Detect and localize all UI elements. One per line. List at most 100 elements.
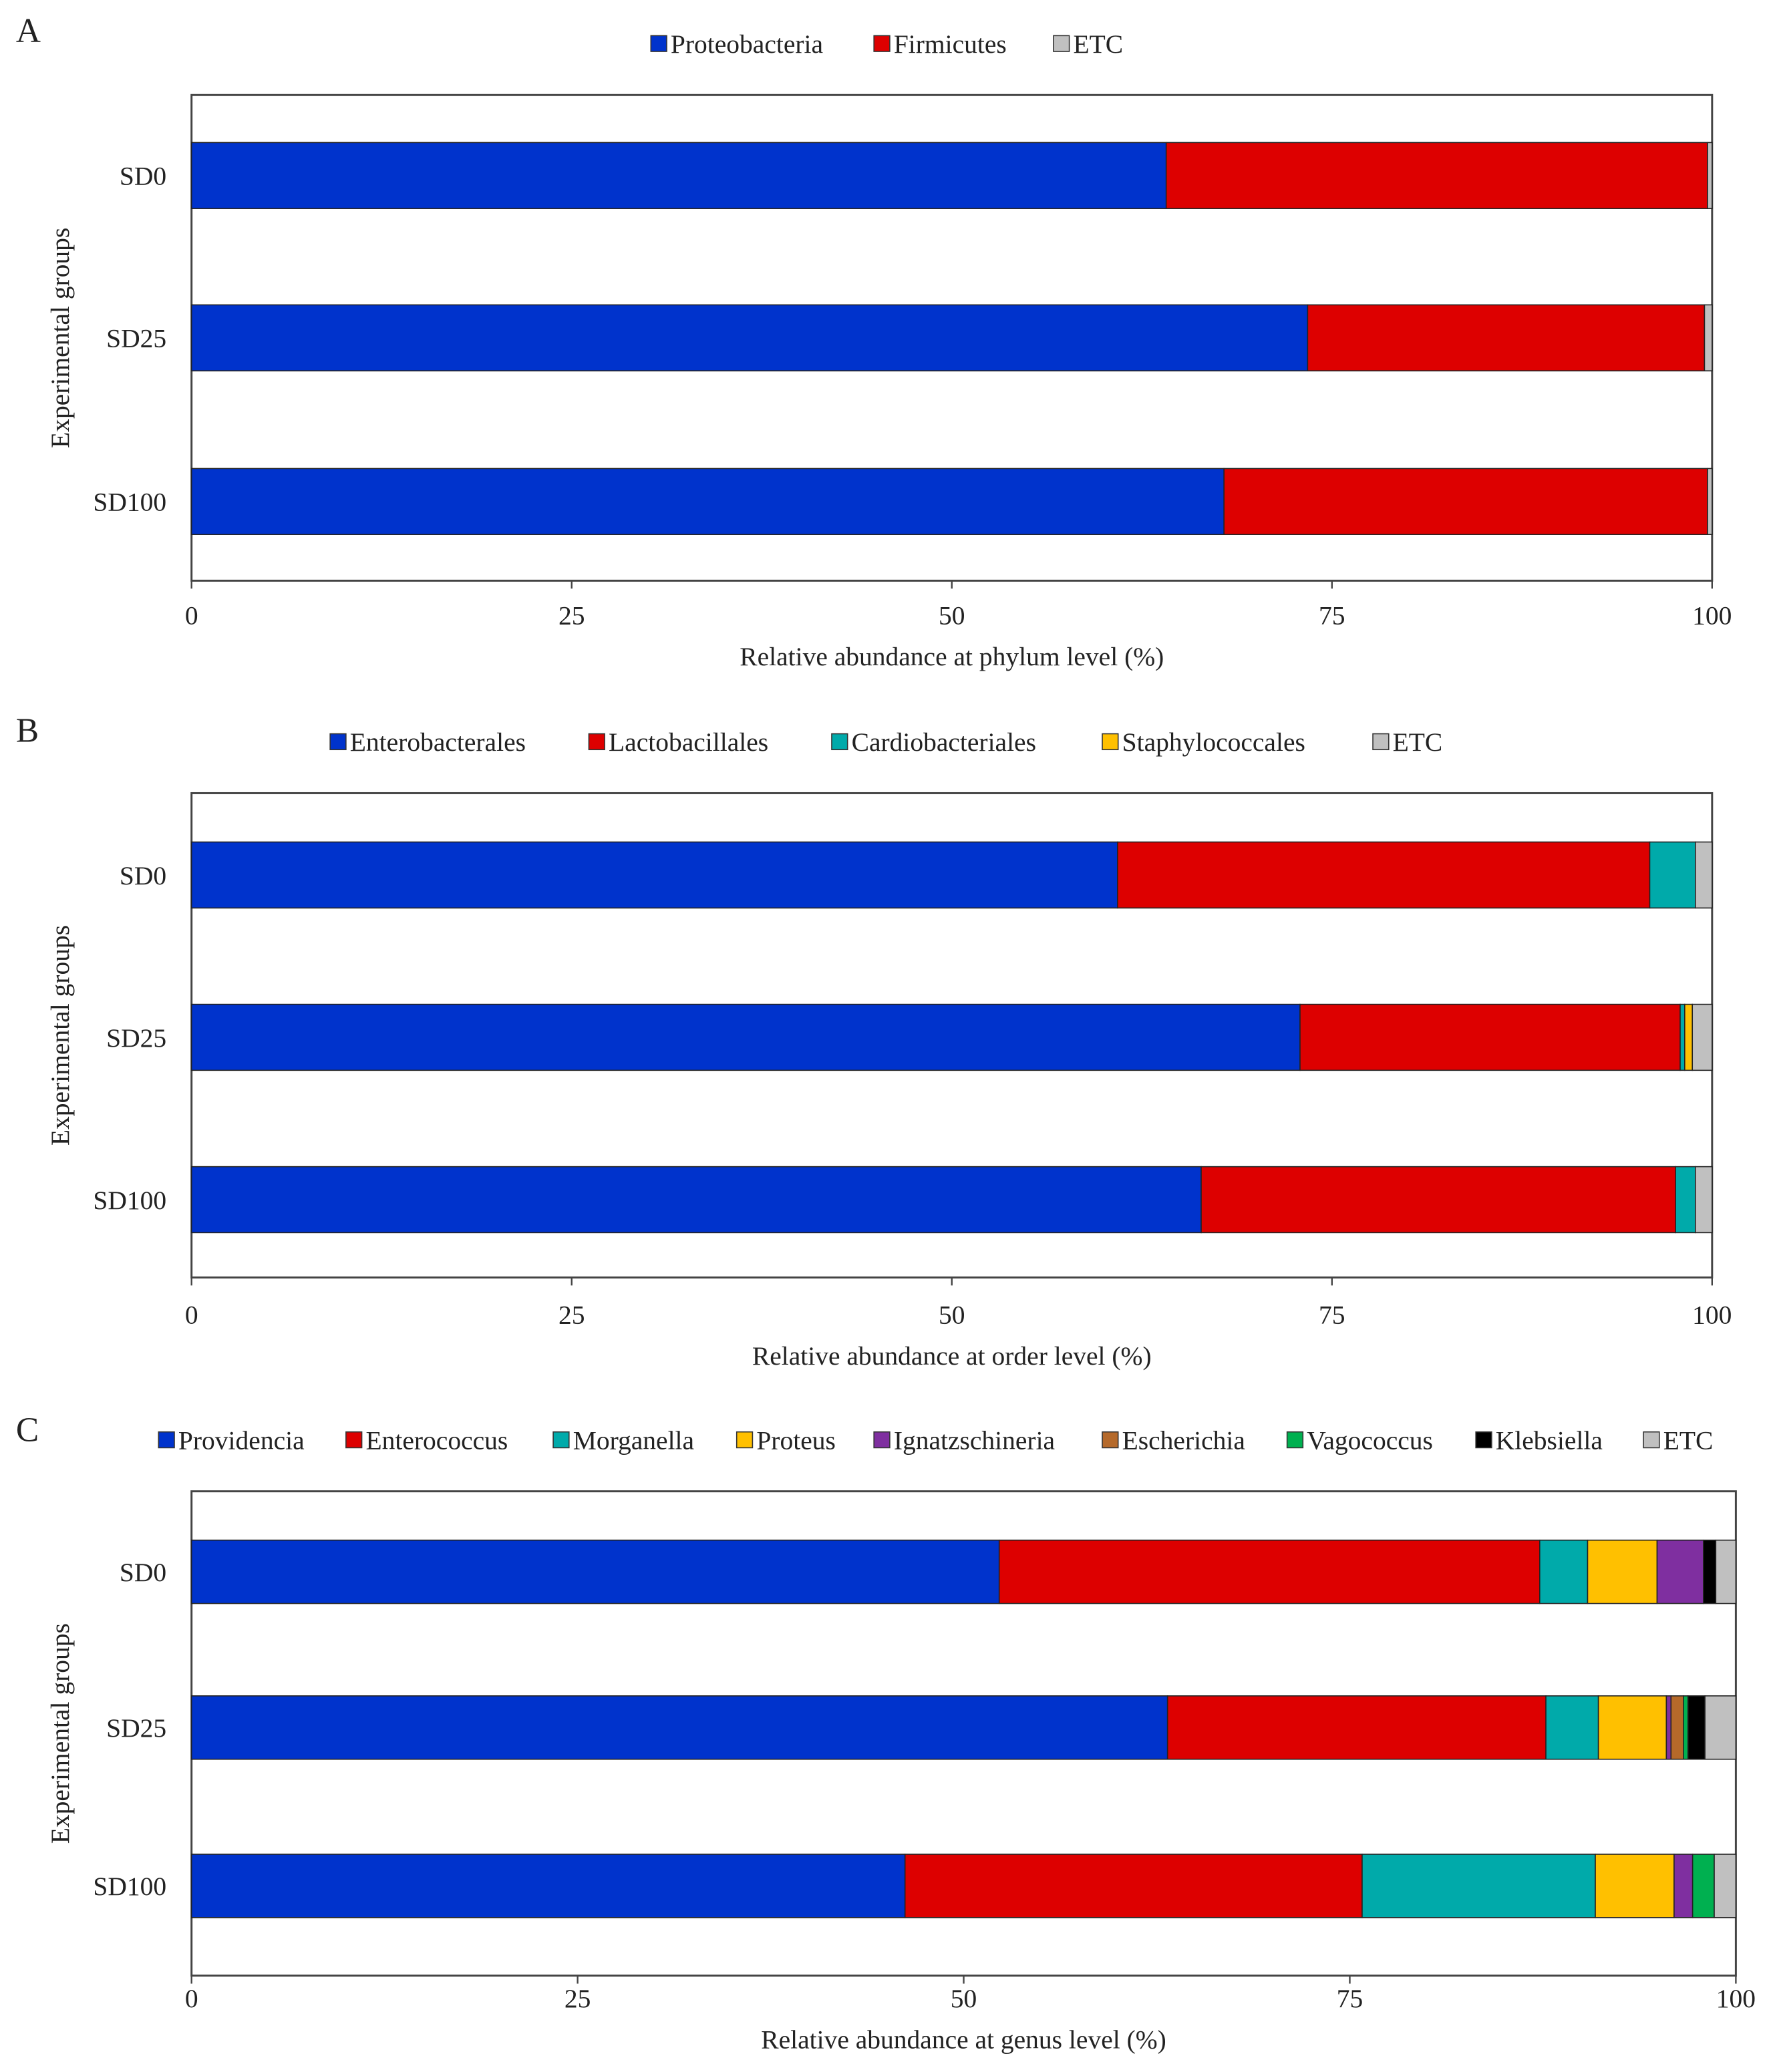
y-tick-label: SD100 (93, 1186, 166, 1215)
legend-label: ETC (1074, 29, 1124, 59)
legend-swatch (1286, 1431, 1304, 1449)
legend-swatch (650, 35, 667, 52)
legend-label: Proteobacteria (671, 29, 823, 59)
legend-label: Lactobacillales (609, 727, 768, 757)
y-axis-label: Experimental groups (45, 228, 75, 448)
legend-swatch (873, 1431, 891, 1449)
legend-label: Firmicutes (894, 29, 1007, 59)
x-tick-label: 100 (1716, 1984, 1756, 2013)
x-tick-label: 50 (939, 1301, 965, 1330)
bar-segment (190, 1695, 1168, 1760)
y-tick-label: SD25 (106, 1713, 166, 1743)
bar-segment (1545, 1695, 1599, 1760)
legend-label: Ignatzschineria (894, 1425, 1055, 1455)
x-tick-label: 75 (1319, 1301, 1345, 1330)
panel-c: C Providencia Enterococcus Morganella Proteu… (16, 1411, 1756, 2055)
y-tick-label: SD100 (93, 488, 166, 517)
bar-segment (1299, 1003, 1681, 1071)
legend-label: Enterococcus (366, 1425, 508, 1455)
bar-segment (190, 1003, 1301, 1071)
x-tick-label: 50 (939, 601, 965, 631)
y-tick-label: SD25 (106, 1023, 166, 1053)
bar-segment (1361, 1854, 1596, 1918)
legend-label: ETC (1393, 727, 1443, 757)
legend-swatch (329, 733, 347, 751)
x-tick-label: 0 (185, 1984, 198, 2013)
bar-segment (190, 142, 1167, 209)
bar-segment (1656, 1539, 1704, 1604)
x-axis-label: Relative abundance at phylum level (%) (740, 642, 1164, 671)
bar-segment (1684, 1003, 1694, 1071)
bar-segment (1649, 841, 1696, 909)
bar-segment (1715, 1539, 1737, 1604)
legend-label: Enterobacterales (350, 727, 526, 757)
x-axis-label: Relative abundance at order level (%) (752, 1341, 1152, 1371)
legend-swatch (552, 1431, 570, 1449)
bar-segment (1694, 841, 1713, 909)
y-tick-label: SD0 (120, 162, 166, 191)
bar-segment (1595, 1854, 1675, 1918)
bar-segment (1673, 1854, 1694, 1918)
bar-segment (1703, 1539, 1717, 1604)
bar-segment (1539, 1539, 1589, 1604)
bar-segment (1707, 142, 1713, 209)
bar-segment (1665, 1695, 1672, 1760)
legend-swatch (1053, 35, 1070, 52)
bar-segment (190, 1166, 1202, 1234)
bar-segment (998, 1539, 1541, 1604)
legend-swatch (158, 1431, 175, 1449)
bar-segment (1683, 1695, 1689, 1760)
legend-swatch (736, 1431, 754, 1449)
legend-label: Morganella (573, 1425, 694, 1455)
panel-label: A (16, 12, 41, 50)
legend-swatch (831, 733, 848, 751)
legend-swatch (1372, 733, 1390, 751)
y-tick-label: SD0 (120, 861, 166, 890)
bar-segment (1587, 1539, 1658, 1604)
x-tick-label: 25 (565, 1984, 591, 2013)
bar-segment (1704, 304, 1713, 371)
bar-segment (190, 1854, 906, 1918)
x-tick-label: 75 (1319, 601, 1345, 631)
legend-swatch (345, 1431, 363, 1449)
bar-segment (1692, 1003, 1713, 1071)
legend-label: Proteus (756, 1425, 836, 1455)
bar-segment (904, 1854, 1363, 1918)
bar-segment (1166, 1695, 1547, 1760)
x-tick-label: 0 (185, 1301, 198, 1330)
panel-a: A Proteobacteria Firmicutes ETC SD0 SD25 SD100… (16, 12, 1732, 671)
bar-segment (1200, 1166, 1676, 1234)
legend-label: ETC (1663, 1425, 1714, 1455)
bar-segment (1165, 142, 1708, 209)
panel-label: B (16, 711, 39, 749)
legend-label: Klebsiella (1496, 1425, 1603, 1455)
legend-swatch (1643, 1431, 1660, 1449)
legend-swatch (588, 733, 605, 751)
bar-segment (1670, 1695, 1684, 1760)
x-tick-label: 75 (1337, 1984, 1363, 2013)
panel-b: B Enterobacterales Lactobacillales Cardioba… (16, 711, 1732, 1371)
y-tick-label: SD100 (93, 1872, 166, 1901)
y-tick-label: SD0 (120, 1558, 166, 1587)
legend-swatch (873, 35, 891, 52)
legend-label: Vagococcus (1307, 1425, 1433, 1455)
bar-segment (1679, 1003, 1685, 1071)
x-tick-label: 0 (185, 601, 198, 631)
bar-segment (1223, 468, 1708, 535)
legend-label: Staphylococcales (1122, 727, 1305, 757)
legend-label: Cardiobacteriales (852, 727, 1036, 757)
bar-segment (1307, 304, 1706, 371)
x-tick-label: 100 (1692, 1301, 1732, 1330)
bar-segment (1597, 1695, 1667, 1760)
panel-label: C (16, 1411, 39, 1449)
bar-segment (190, 304, 1309, 371)
y-axis-label: Experimental groups (45, 925, 75, 1146)
y-tick-label: SD25 (106, 324, 166, 353)
bar-segment (1117, 841, 1651, 909)
x-axis-label: Relative abundance at genus level (%) (761, 2025, 1166, 2054)
bar-segment (1687, 1695, 1706, 1760)
y-axis-label: Experimental groups (45, 1623, 75, 1844)
legend-swatch (1102, 1431, 1119, 1449)
x-tick-label: 50 (951, 1984, 977, 2013)
